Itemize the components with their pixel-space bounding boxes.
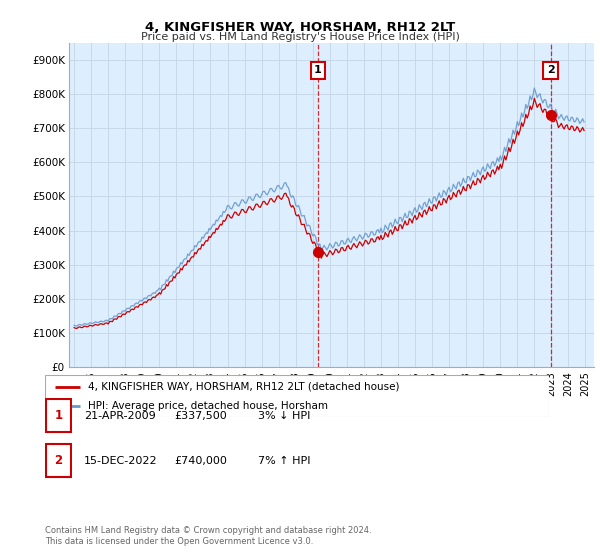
Text: 1: 1 — [55, 409, 62, 422]
Text: 4, KINGFISHER WAY, HORSHAM, RH12 2LT: 4, KINGFISHER WAY, HORSHAM, RH12 2LT — [145, 21, 455, 34]
Text: 2: 2 — [547, 66, 554, 76]
Text: £740,000: £740,000 — [174, 456, 227, 465]
Text: 2: 2 — [55, 454, 62, 467]
Text: Contains HM Land Registry data © Crown copyright and database right 2024.
This d: Contains HM Land Registry data © Crown c… — [45, 526, 371, 546]
Text: HPI: Average price, detached house, Horsham: HPI: Average price, detached house, Hors… — [88, 401, 328, 411]
Text: Price paid vs. HM Land Registry's House Price Index (HPI): Price paid vs. HM Land Registry's House … — [140, 32, 460, 43]
Text: 7% ↑ HPI: 7% ↑ HPI — [258, 456, 311, 465]
Text: 4, KINGFISHER WAY, HORSHAM, RH12 2LT (detached house): 4, KINGFISHER WAY, HORSHAM, RH12 2LT (de… — [88, 381, 400, 391]
Text: £337,500: £337,500 — [174, 411, 227, 421]
Text: 15-DEC-2022: 15-DEC-2022 — [84, 456, 158, 465]
Text: 21-APR-2009: 21-APR-2009 — [84, 411, 156, 421]
Text: 3% ↓ HPI: 3% ↓ HPI — [258, 411, 310, 421]
Text: 1: 1 — [314, 66, 322, 76]
